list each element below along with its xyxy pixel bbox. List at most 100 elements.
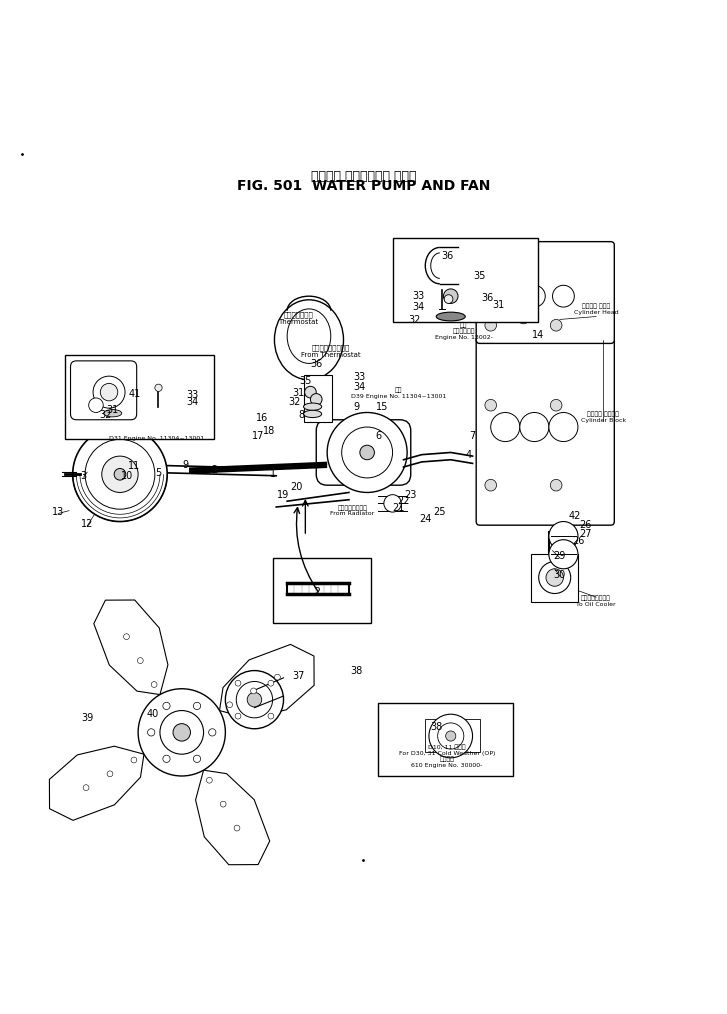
Text: 34: 34 xyxy=(187,397,198,408)
Circle shape xyxy=(193,703,201,710)
Circle shape xyxy=(520,413,549,441)
Circle shape xyxy=(550,400,562,411)
Circle shape xyxy=(107,771,113,777)
Text: 5: 5 xyxy=(156,467,161,478)
Ellipse shape xyxy=(436,312,465,320)
Circle shape xyxy=(73,427,167,521)
Text: 36: 36 xyxy=(481,293,493,303)
Circle shape xyxy=(429,714,473,757)
Text: 18: 18 xyxy=(263,427,275,436)
Text: シリンダ ブロック
Cylinder Block: シリンダ ブロック Cylinder Block xyxy=(581,411,626,423)
Text: 25: 25 xyxy=(433,507,446,517)
Circle shape xyxy=(85,439,155,509)
Circle shape xyxy=(138,689,225,776)
Text: 9: 9 xyxy=(182,459,188,469)
Text: 2: 2 xyxy=(212,465,217,475)
Text: ラジエーターより
From Radiator: ラジエーターより From Radiator xyxy=(331,505,374,516)
Text: 40: 40 xyxy=(147,709,158,719)
Text: 11: 11 xyxy=(129,461,140,472)
Circle shape xyxy=(160,711,204,754)
Circle shape xyxy=(206,778,212,783)
Circle shape xyxy=(235,713,241,719)
Text: D10, 11 備考品
For D30, 31 Cold Weather (OP)
備考番号
610 Engine No. 30000-: D10, 11 備考品 For D30, 31 Cold Weather (OP… xyxy=(399,744,495,769)
Text: オイルクーラーへ
To Oil Cooler: オイルクーラーへ To Oil Cooler xyxy=(577,596,616,607)
Text: 33: 33 xyxy=(354,372,366,382)
Circle shape xyxy=(342,427,393,478)
Bar xyxy=(65,355,214,439)
Circle shape xyxy=(236,681,273,718)
FancyBboxPatch shape xyxy=(316,420,411,485)
Text: 41: 41 xyxy=(129,389,140,400)
Circle shape xyxy=(247,693,262,707)
Circle shape xyxy=(163,703,170,710)
Text: 10: 10 xyxy=(121,470,133,481)
Circle shape xyxy=(518,312,529,323)
Text: 39: 39 xyxy=(81,713,93,723)
Text: 20: 20 xyxy=(290,482,303,492)
Circle shape xyxy=(275,674,281,680)
Circle shape xyxy=(360,445,374,459)
Ellipse shape xyxy=(304,403,321,411)
Circle shape xyxy=(485,480,497,491)
Circle shape xyxy=(485,400,497,411)
Bar xyxy=(393,238,538,321)
Bar xyxy=(425,719,480,752)
Circle shape xyxy=(102,456,138,493)
Circle shape xyxy=(83,785,89,791)
Circle shape xyxy=(151,681,157,687)
Text: 34: 34 xyxy=(354,382,366,392)
Circle shape xyxy=(234,825,240,831)
Text: 27: 27 xyxy=(579,529,592,538)
Ellipse shape xyxy=(103,410,121,417)
Text: 13: 13 xyxy=(52,507,64,517)
FancyBboxPatch shape xyxy=(71,361,137,420)
Circle shape xyxy=(227,702,233,708)
Text: 36: 36 xyxy=(441,251,453,262)
Text: 21: 21 xyxy=(392,504,405,513)
Text: 31: 31 xyxy=(492,300,504,310)
Text: 14: 14 xyxy=(532,330,544,340)
Circle shape xyxy=(209,729,216,736)
Bar xyxy=(531,555,578,601)
Text: 1: 1 xyxy=(270,469,276,480)
Text: 9: 9 xyxy=(353,403,359,413)
Circle shape xyxy=(446,731,456,741)
Text: サーモスタットより
From Thermostat: サーモスタットより From Thermostat xyxy=(301,345,361,358)
Bar xyxy=(273,558,371,624)
Text: 35: 35 xyxy=(299,376,312,386)
FancyBboxPatch shape xyxy=(476,241,614,344)
Text: 7: 7 xyxy=(470,431,475,441)
Circle shape xyxy=(225,670,284,729)
Text: 15: 15 xyxy=(375,403,388,413)
Text: 16: 16 xyxy=(256,414,268,423)
Circle shape xyxy=(124,634,129,640)
Circle shape xyxy=(553,285,574,307)
Circle shape xyxy=(550,480,562,491)
Text: 22: 22 xyxy=(397,496,410,506)
Text: シリンダ ヘッド
Cylinder Head: シリンダ ヘッド Cylinder Head xyxy=(574,303,619,315)
Circle shape xyxy=(193,755,201,763)
Circle shape xyxy=(494,285,516,307)
Text: ウォータ ポンプおよび ファン: ウォータ ポンプおよび ファン xyxy=(310,169,417,183)
Text: 30: 30 xyxy=(554,570,566,580)
Circle shape xyxy=(93,376,125,408)
Text: 37: 37 xyxy=(292,670,305,680)
Text: 36: 36 xyxy=(310,359,322,369)
Bar xyxy=(304,375,332,422)
Polygon shape xyxy=(49,746,144,820)
Circle shape xyxy=(549,521,578,551)
Circle shape xyxy=(444,295,453,303)
Text: 38: 38 xyxy=(430,722,442,731)
Text: 32: 32 xyxy=(288,396,301,407)
Circle shape xyxy=(327,413,407,493)
Text: 33: 33 xyxy=(187,390,198,401)
Text: 38: 38 xyxy=(350,666,362,676)
Circle shape xyxy=(137,658,143,663)
Circle shape xyxy=(268,680,274,686)
Circle shape xyxy=(491,413,520,441)
Text: 備考
エンジン番号
Engine No. 13002-: 備考 エンジン番号 Engine No. 13002- xyxy=(435,322,493,340)
Circle shape xyxy=(251,689,257,694)
Text: 31: 31 xyxy=(292,388,304,397)
Circle shape xyxy=(485,319,497,331)
Text: 32: 32 xyxy=(408,315,421,325)
